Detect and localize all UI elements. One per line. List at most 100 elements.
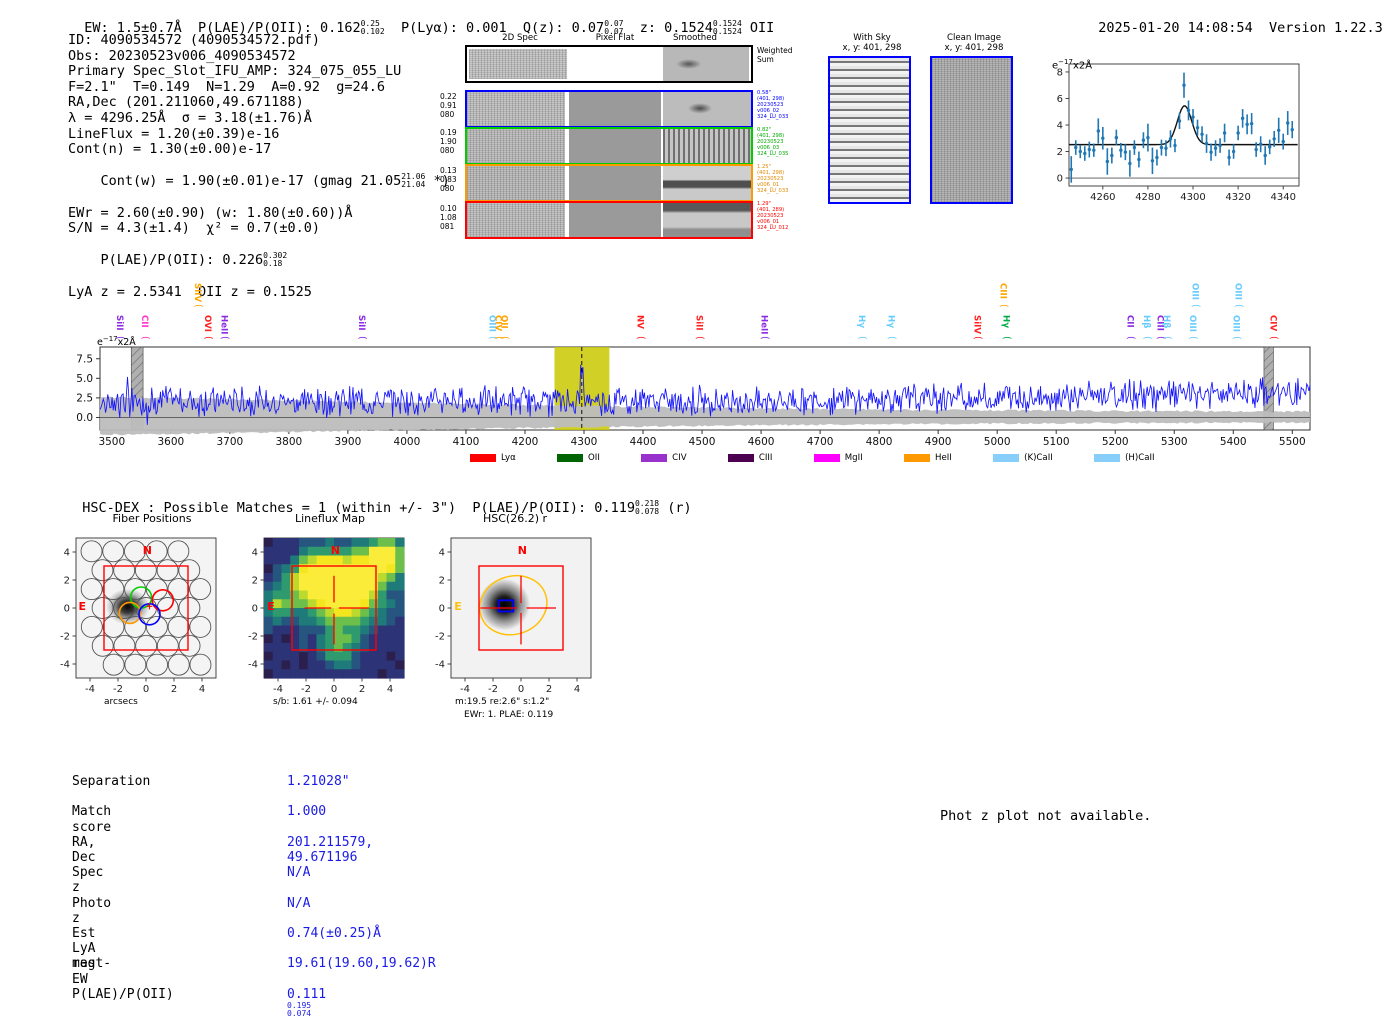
svg-text:0: 0 [143,684,149,695]
svg-text:4500: 4500 [689,436,716,448]
svg-text:Hγ: Hγ [856,315,866,328]
spec2d-row-left-labels: 0.13 0.83 080 [440,166,457,194]
fiber-meta-line: 20230523 [757,102,784,108]
svg-text:0: 0 [518,684,524,695]
svg-text:2: 2 [546,684,552,695]
weighted-sum-label: Weighted Sum [757,46,793,65]
row-metric: 081 [440,222,455,232]
svg-text:-2: -2 [60,632,70,643]
svg-text:(: ( [998,304,1009,308]
fiber-meta-line: v006_03 [757,145,780,151]
info-line: LineFlux = 1.20(±0.39)e-16 [68,125,280,142]
cont-w-text: Cont(w) = 1.90(±0.01)e-17 (gmag 21.05 [100,173,402,190]
fiber-meta-line: 1.25" [757,164,771,170]
svg-text:N: N [143,544,152,557]
line-fit-ylabel: e−17x2Å [1052,58,1093,72]
svg-text:(: ( [1155,336,1166,340]
header-z-frac: 0.1524 0.1524 [713,20,742,36]
svg-text:2: 2 [252,576,258,587]
svg-text:(: ( [1190,304,1201,308]
svg-text:5300: 5300 [1161,436,1188,448]
svg-text:-4: -4 [435,660,445,671]
row-label: Spec z [72,865,104,896]
weighted-2d-spec-image [469,49,567,79]
spec2d-col-title: Pixel Flat [595,33,635,43]
info-plae: P(LAE)/P(OII): 0.226 0.302 0.18 [68,237,450,285]
svg-text:2: 2 [171,684,177,695]
hsc-r-xlabel: m:19.5 re:2.6" s:1.2" [455,697,550,707]
fiber-meta-line: v006_02 [757,108,780,114]
weighted-pixel-flat-image [569,47,661,81]
lineflux-map-plot: -4 -4 -2 -2 0 0 2 2 4 4 N E [228,528,428,717]
svg-text:CIV: CIV [493,315,503,332]
fiber-meta-line: (401, 298) [757,96,785,102]
cutout-subtitle: x, y: 401, 298 [842,43,902,53]
svg-text:Hγ: Hγ [1001,315,1011,328]
cutout-title: With Sky [853,33,891,43]
svg-text:OIII: OIII [487,315,497,332]
svg-text:4320: 4320 [1225,192,1250,203]
hscdex-headline: HSC-DEX : Possible Matches = 1 (within +… [66,484,691,517]
fiber-row-meta: 0.82" (401, 298) 20230523 v006_03 324_LU… [757,127,788,157]
fiber-2d-spec-image [467,166,565,200]
header-z-lo: 0.1524 [712,27,742,36]
row-label: P(LAE)/P(OII) [72,986,174,1002]
svg-text:CIV: CIV [1268,315,1278,332]
svg-text:HeII: HeII [219,315,229,334]
header-z-type: OII [749,20,775,36]
svg-text:4: 4 [1057,121,1063,132]
svg-text:3800: 3800 [276,436,303,448]
svg-text:4: 4 [574,684,580,695]
legend-label: MgII [844,452,863,463]
svg-text:N: N [518,544,527,557]
row-metric: 1.90 [440,137,457,147]
svg-text:HeII: HeII [759,315,769,334]
svg-text:(: ( [1162,336,1173,340]
fiber-pixel-flat-image [569,92,661,126]
svg-text:-2: -2 [248,632,258,643]
svg-text:2: 2 [64,576,70,587]
gmag-lo: 21.04 [401,180,426,190]
full-spectrum-panel: SiII(CII(SiIV(OVI(HeII(SiII(OIII(CIV(OII… [60,275,1320,460]
info-plae-frac: 0.302 0.18 [263,252,287,268]
fiber-smoothed-image [663,203,751,237]
fiber-meta-line: 20230523 [757,213,784,219]
svg-text:4300: 4300 [1180,192,1205,203]
svg-text:-4: -4 [460,684,470,695]
svg-text:OIII: OIII [1230,315,1240,332]
header-qz-frac: 0.07 0.07 [604,20,623,36]
fiber-row-meta: 0.58" (401, 298) 20230523 v006_02 324_LU… [757,90,788,120]
svg-text:OIII: OIII [1233,283,1243,300]
svg-text:0.0: 0.0 [76,412,93,424]
lineflux-map-xlabel: s/b: 1.61 +/- 0.094 [273,697,358,707]
legend-swatch-civ [641,453,668,462]
info-ewr: EWr = 2.60(±0.90) (w: 1.80(±0.60))Å [68,204,353,221]
fiber-meta-line: 324_LU_012 [757,225,789,231]
svg-text:5400: 5400 [1220,436,1247,448]
svg-text:5200: 5200 [1102,436,1129,448]
svg-text:(: ( [499,336,510,340]
clean-image-cutout: Clean Image x, y: 401, 298 [930,33,1018,204]
svg-text:4400: 4400 [630,436,657,448]
svg-text:(: ( [1231,336,1242,340]
fiber-pixel-flat-image [569,129,661,163]
svg-text:4: 4 [439,548,445,559]
header-plae-lo: 0.102 [360,27,385,36]
info-line: ID: 4090534572 (4090534572.pdf) [68,32,320,48]
row-metric: 0.19 [440,128,457,137]
header-z-hi: 0.1524 [712,19,742,28]
info-redshifts: LyA z = 2.5341 OII z = 0.1525 [68,283,312,300]
row-value: 1.21028" [287,774,350,789]
row-value: 1.000 [287,804,327,820]
svg-text:(: ( [357,336,368,340]
fiber-meta-line: v006_01 [757,219,780,225]
svg-text:4300: 4300 [571,436,598,448]
fiber-positions-svg: -4 -4 -2 -2 0 0 2 2 4 4 N E [60,537,217,695]
weighted-smoothed-image [663,47,749,81]
fiber-pixel-flat-image [569,166,661,200]
row-label: Photo z [72,895,112,926]
svg-text:3900: 3900 [335,436,362,448]
svg-text:(: ( [694,336,705,340]
svg-text:2.5: 2.5 [76,392,93,404]
full-spectrum-svg: SiII(CII(SiIV(OVI(HeII(SiII(OIII(CIV(OII… [76,283,1311,448]
